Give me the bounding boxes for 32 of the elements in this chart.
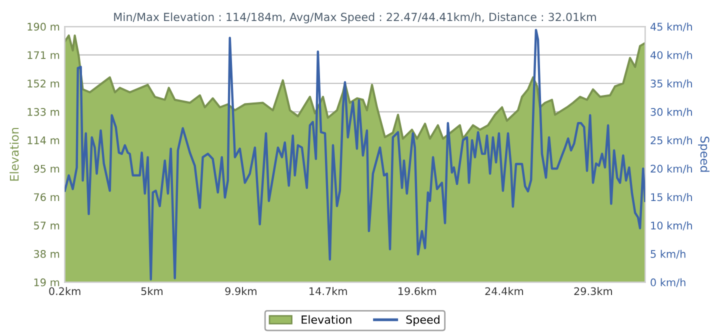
- y-tick-label: 57 m: [34, 222, 60, 230]
- y-tick-label: 76 m: [34, 193, 60, 202]
- y-tick-label: 190 m: [28, 22, 60, 31]
- y2-tick-label: 45 km/h: [650, 22, 692, 32]
- y2-axis-title: Speed: [698, 136, 710, 172]
- y-tick-label: 19 m: [34, 278, 60, 286]
- y2-tick-label: 10 km/h: [651, 221, 692, 230]
- x-tick-label: 0.2km: [49, 287, 80, 296]
- y-tick-label: 38 m: [34, 250, 60, 258]
- y-tick-label: 133 m: [28, 108, 60, 116]
- y2-tick-label: 5 km/h: [650, 250, 686, 259]
- y-axis-title: Elevation: [10, 128, 19, 181]
- x-tick-label: 9.9km: [225, 287, 256, 296]
- y-tick-label: 152 m: [28, 80, 60, 88]
- y2-tick-label: 30 km/h: [650, 108, 692, 117]
- x-tick-label: 14.7km: [310, 287, 347, 295]
- legend-label: Speed: [406, 315, 440, 326]
- y2-tick-label: 40 km/h: [650, 51, 692, 60]
- x-tick-label: 24.4km: [485, 287, 524, 295]
- y-tick-label: 95 m: [34, 164, 60, 173]
- x-tick-label: 29.3km: [574, 287, 612, 296]
- y2-tick-label: 25 km/h: [650, 136, 692, 146]
- y2-tick-label: 35 km/h: [650, 79, 692, 88]
- x-tick-label: 19.6km: [398, 287, 436, 296]
- y-tick-label: 171 m: [28, 51, 60, 59]
- y-tick-label: 114 m: [28, 136, 60, 144]
- x-tick-label: 5km: [141, 287, 162, 296]
- y2-tick-label: 20 km/h: [650, 164, 692, 174]
- chart-title: Min/Max Elevation : 114/184m, Avg/Max Speed : 22.47/44.41km/h, Distance : 32.01km: [114, 12, 596, 24]
- y2-tick-label: 15 km/h: [651, 193, 692, 202]
- legend-label: Elevation: [302, 315, 352, 324]
- y2-tick-label: 0 km/h: [650, 278, 686, 288]
